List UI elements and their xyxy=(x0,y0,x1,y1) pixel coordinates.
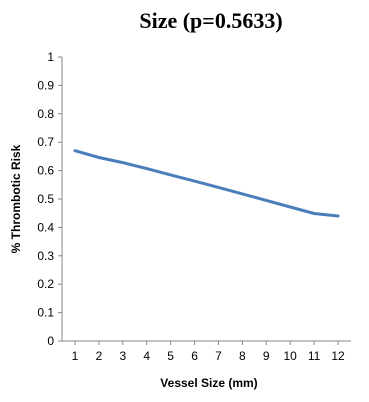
x-tick-label: 9 xyxy=(263,349,270,363)
chart-title: Size (p=0.5633) xyxy=(139,8,282,33)
y-axis-label: % Thrombotic Risk xyxy=(9,144,23,253)
series-line xyxy=(73,149,340,218)
y-tick-label: 0.1 xyxy=(37,306,54,320)
axes xyxy=(61,57,351,342)
x-tick-label: 12 xyxy=(331,349,345,363)
y-tick-label: 0.5 xyxy=(37,192,54,206)
x-ticks: 1 2 3 4 5 6 7 8 9 10 11 12 xyxy=(72,341,345,363)
y-tick-label: 0 xyxy=(47,334,54,348)
y-ticks: 0 0.1 0.2 0.3 0.4 0.5 0.6 0.7 0.8 0.9 1 xyxy=(37,50,62,348)
y-tick-label: 0.9 xyxy=(37,78,54,92)
x-tick-label: 6 xyxy=(191,349,198,363)
x-tick-label: 2 xyxy=(96,349,103,363)
x-tick-label: 5 xyxy=(167,349,174,363)
y-tick-label: 0.6 xyxy=(37,164,54,178)
x-tick-label: 1 xyxy=(72,349,79,363)
x-tick-label: 10 xyxy=(284,349,298,363)
x-tick-label: 4 xyxy=(143,349,150,363)
y-tick-label: 0.3 xyxy=(37,249,54,263)
y-tick-label: 1 xyxy=(47,50,54,64)
x-tick-label: 3 xyxy=(119,349,126,363)
x-tick-label: 8 xyxy=(239,349,246,363)
x-axis-label: Vessel Size (mm) xyxy=(160,376,257,390)
y-tick-label: 0.2 xyxy=(37,277,54,291)
x-tick-label: 7 xyxy=(215,349,222,363)
y-tick-label: 0.4 xyxy=(37,220,54,234)
series-group xyxy=(73,149,340,218)
y-tick-label: 0.7 xyxy=(37,135,54,149)
x-tick-label: 11 xyxy=(308,349,321,363)
y-tick-label: 0.8 xyxy=(37,107,54,121)
